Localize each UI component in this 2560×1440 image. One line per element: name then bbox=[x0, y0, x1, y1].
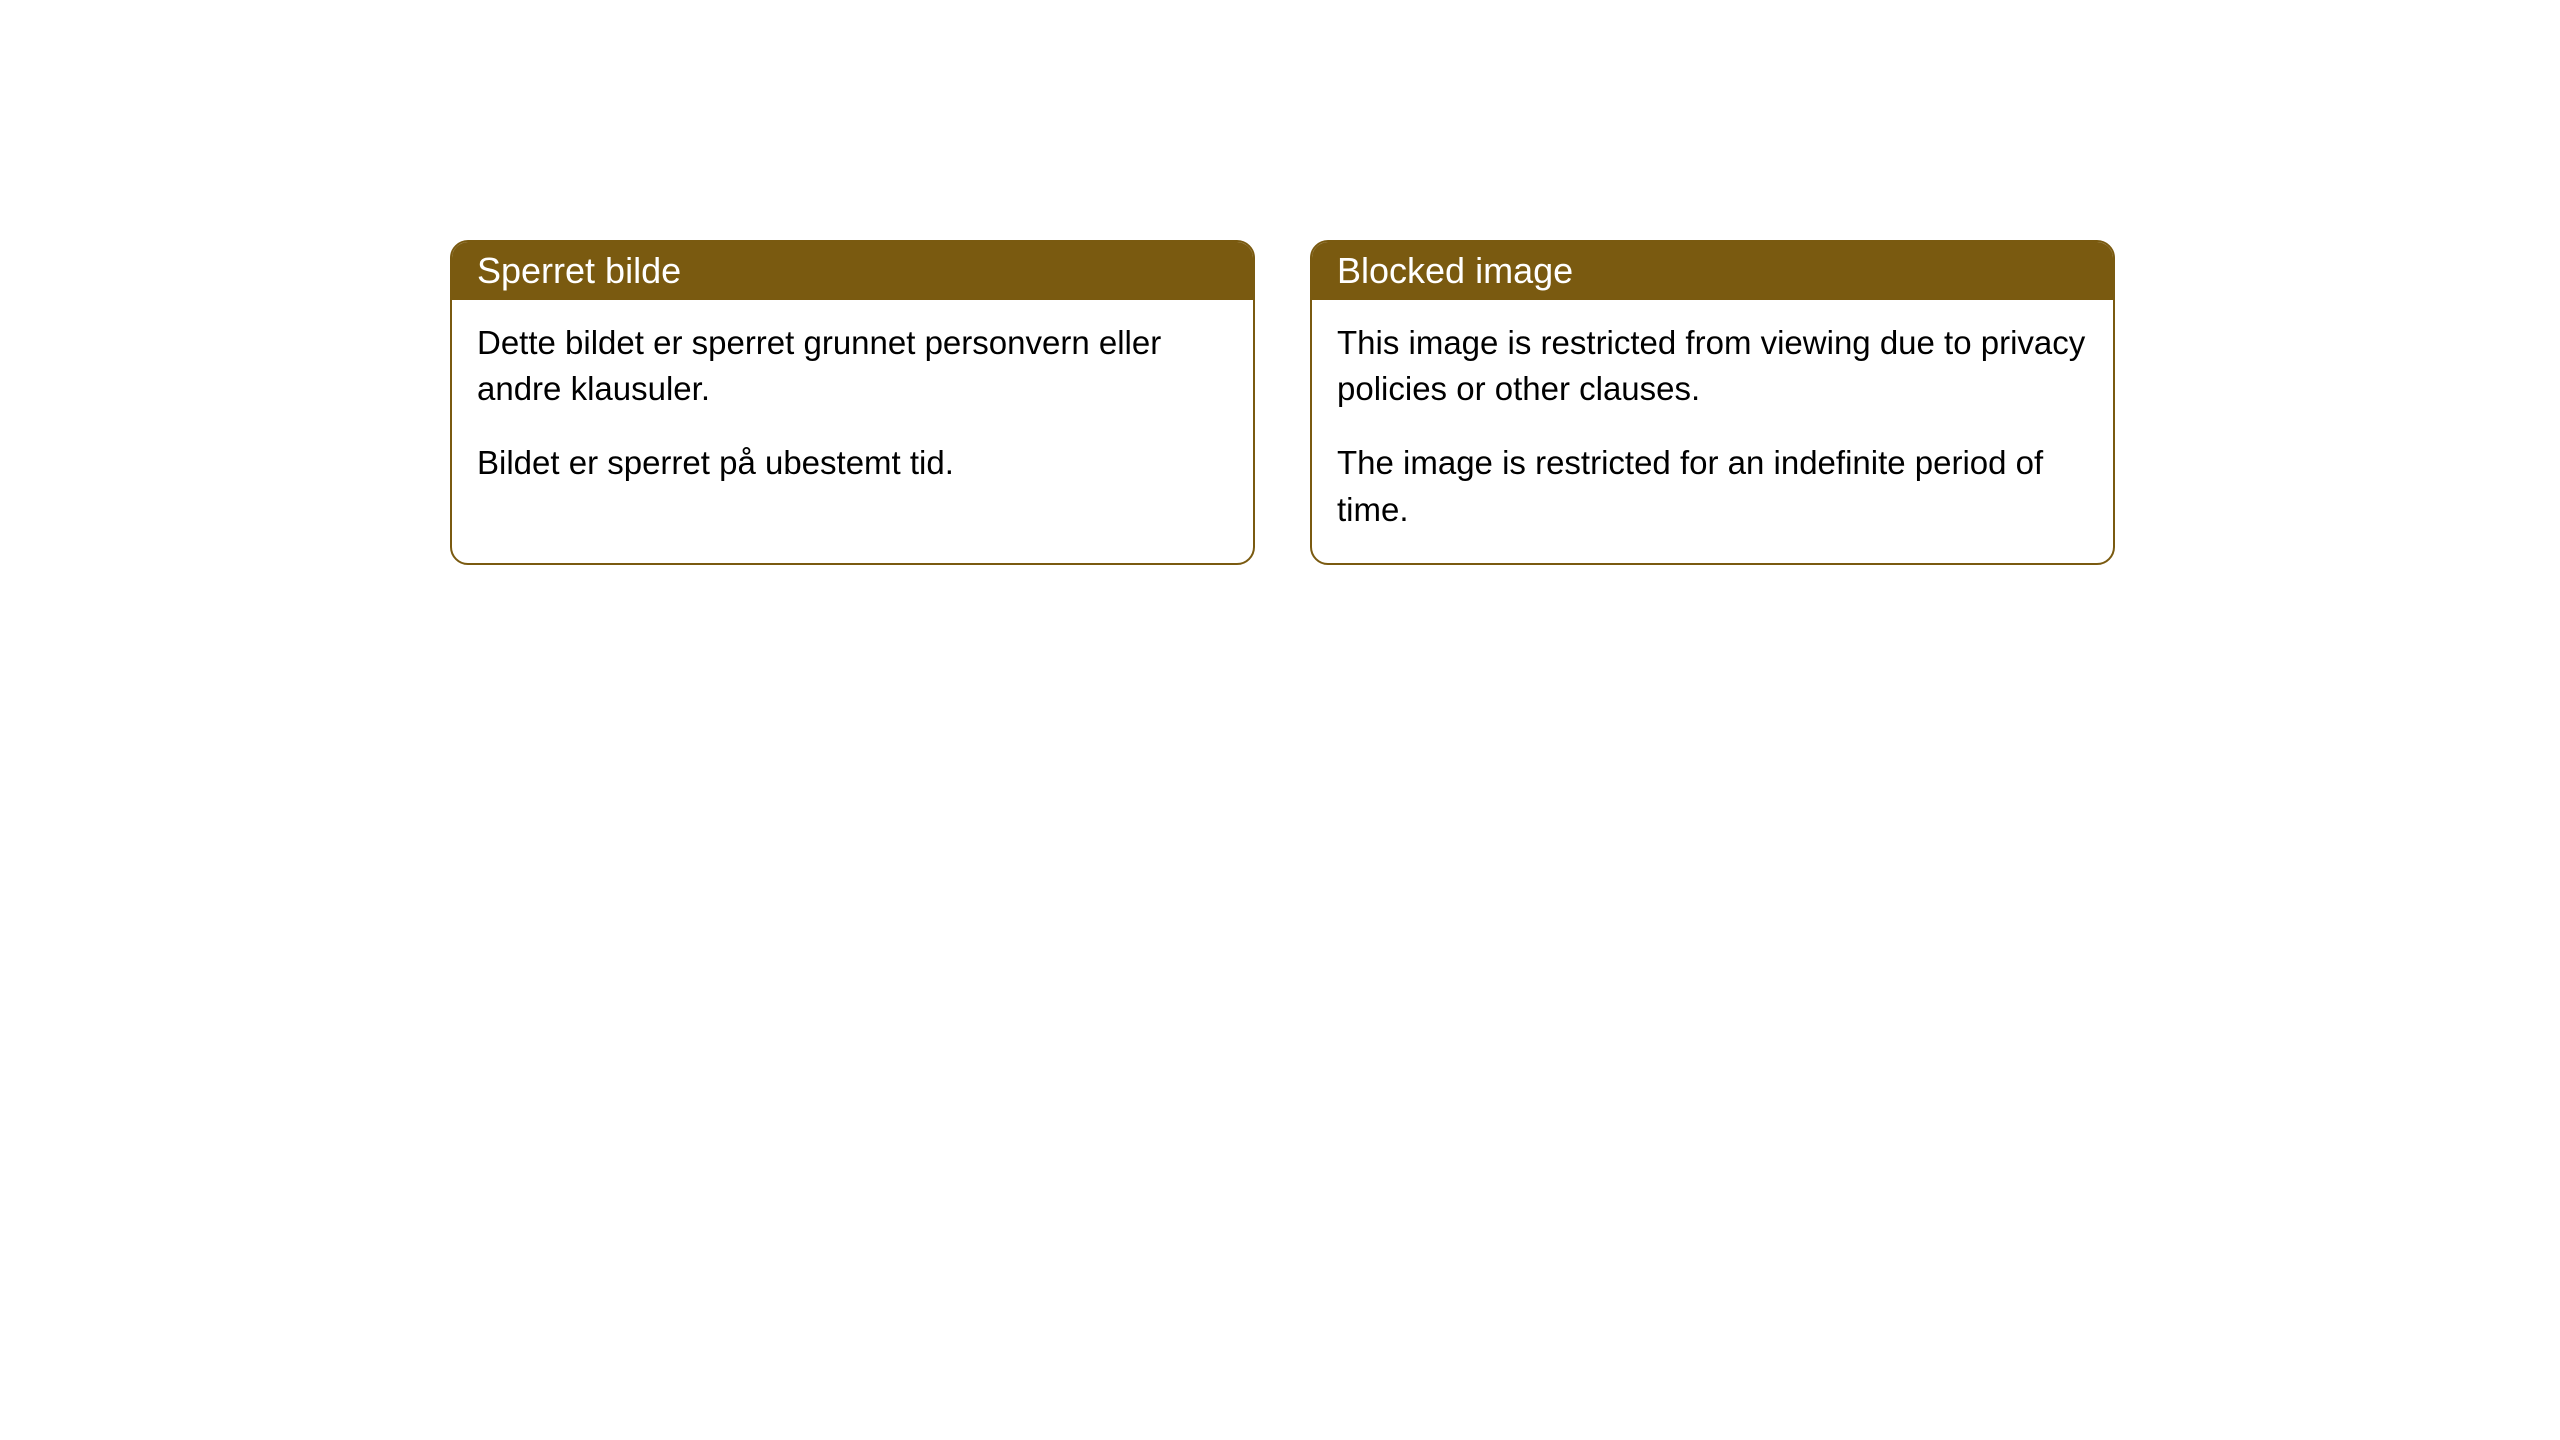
notice-card-english: Blocked image This image is restricted f… bbox=[1310, 240, 2115, 565]
card-paragraph: This image is restricted from viewing du… bbox=[1337, 320, 2088, 412]
card-body: This image is restricted from viewing du… bbox=[1312, 300, 2113, 563]
card-body: Dette bildet er sperret grunnet personve… bbox=[452, 300, 1253, 517]
card-paragraph: Bildet er sperret på ubestemt tid. bbox=[477, 440, 1228, 486]
card-title: Sperret bilde bbox=[477, 250, 681, 291]
card-paragraph: The image is restricted for an indefinit… bbox=[1337, 440, 2088, 532]
notice-cards-container: Sperret bilde Dette bildet er sperret gr… bbox=[450, 240, 2115, 565]
card-header: Sperret bilde bbox=[452, 242, 1253, 300]
card-paragraph: Dette bildet er sperret grunnet personve… bbox=[477, 320, 1228, 412]
card-header: Blocked image bbox=[1312, 242, 2113, 300]
notice-card-norwegian: Sperret bilde Dette bildet er sperret gr… bbox=[450, 240, 1255, 565]
card-title: Blocked image bbox=[1337, 250, 1573, 291]
